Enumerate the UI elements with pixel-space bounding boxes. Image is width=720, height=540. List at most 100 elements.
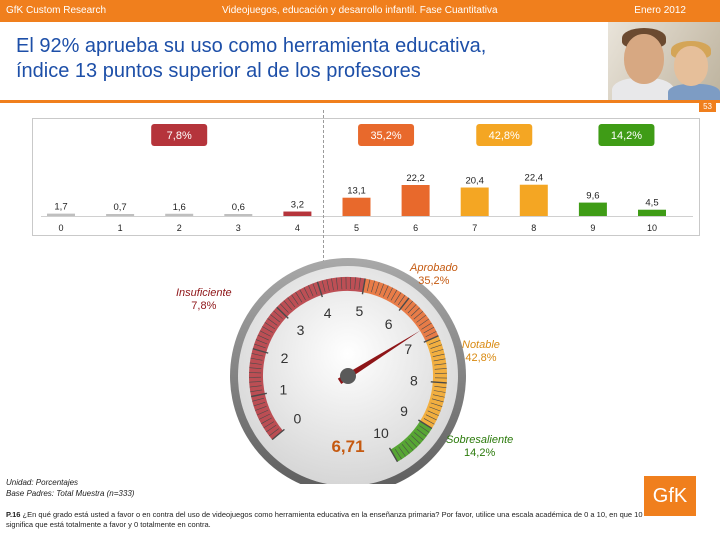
gauge-minor-tick — [379, 283, 385, 295]
unit-text: Unidad: Porcentajes — [6, 478, 79, 487]
bar-9 — [578, 202, 607, 216]
gauge-minor-tick — [256, 409, 269, 416]
gauge-minor-tick — [291, 294, 299, 305]
gauge-minor-tick — [261, 417, 272, 424]
gauge-minor-tick — [398, 446, 406, 457]
bar-chart: 1,7 0 0,7 1 1,6 2 0,6 3 3,2 4 13,1 5 22,2 6 20,4 7 22,4 8… — [41, 124, 693, 233]
bar-value-label: 9,6 — [586, 191, 599, 202]
gauge-minor-tick — [419, 425, 430, 433]
gauge-number: 1 — [280, 382, 288, 398]
insuficiente-pct: 7,8% — [191, 300, 217, 312]
footnote-unit: Unidad: Porcentajes Base Padres: Total M… — [6, 477, 134, 499]
gauge-minor-tick — [255, 406, 267, 411]
parent-child-photo — [608, 22, 720, 100]
header-bar: GfK Custom Research Videojuegos, educaci… — [0, 0, 720, 22]
group-box-insuficiente — [151, 124, 208, 146]
gauge-minor-tick — [308, 285, 314, 297]
bar-10 — [638, 209, 666, 216]
gauge-minor-tick — [326, 279, 330, 292]
gauge-minor-tick — [303, 287, 310, 299]
gauge-minor-tick — [407, 304, 417, 314]
gauge-minor-tick — [295, 291, 303, 303]
gauge-minor-tick — [425, 331, 437, 338]
group-box-notable — [476, 124, 533, 146]
gauge-minor-tick — [405, 441, 414, 451]
bar-5 — [342, 197, 371, 216]
bar-value-label: 22,4 — [525, 173, 544, 184]
gauge-major-tick — [252, 348, 269, 354]
gauge-minor-tick — [321, 280, 326, 293]
page-title: El 92% aprueba su uso como herramienta e… — [16, 34, 596, 84]
sobresaliente-name: Sobresaliente — [446, 434, 514, 446]
gauge-minor-tick — [299, 289, 306, 301]
gauge-minor-tick — [280, 303, 289, 313]
question-text: ¿En qué grado está usted a favor o en co… — [6, 510, 643, 529]
bar-value-label: 0,7 — [113, 202, 126, 213]
gauge-major-tick — [423, 335, 439, 343]
aprobado-pct: 35,2% — [418, 275, 450, 287]
gauge-major-tick — [271, 428, 285, 441]
gauge-minor-tick — [264, 322, 276, 330]
gauge-minor-tick — [425, 414, 437, 421]
bar-0 — [47, 213, 75, 216]
gauge-minor-tick — [354, 277, 356, 290]
gauge-minor-tick — [430, 402, 443, 407]
gauge-minor-tick — [431, 398, 444, 403]
header-date: Enero 2012 — [634, 5, 686, 16]
gauge-minor-tick — [371, 280, 375, 293]
bar-value-label: 13,1 — [347, 186, 366, 197]
gauge-value: 6,71 — [331, 437, 364, 456]
bar-value-label: 0,6 — [232, 202, 245, 213]
bar-8 — [519, 184, 548, 216]
gauge-minor-tick — [433, 358, 446, 362]
gauge-minor-tick — [394, 448, 402, 460]
gauge-number: 8 — [410, 373, 418, 389]
gauge-minor-tick — [418, 318, 430, 327]
gauge-major-tick — [388, 447, 399, 463]
gauge-minor-tick — [259, 330, 271, 337]
category-tick-label: 0 — [58, 223, 63, 233]
notable-pct: 42,8% — [465, 352, 497, 364]
gauge-number: 6 — [385, 316, 393, 332]
gauge-minor-tick — [386, 287, 393, 299]
gauge-minor-tick — [401, 443, 410, 454]
gauge-minor-tick — [262, 326, 273, 333]
gauge-minor-tick — [287, 297, 296, 308]
gauge-minor-tick — [431, 349, 444, 353]
gauge-number: 3 — [297, 322, 305, 338]
gauge-major-tick — [276, 306, 289, 319]
category-tick-label: 10 — [647, 223, 657, 233]
gauge-minor-tick — [430, 344, 443, 349]
gauge-minor-tick — [423, 326, 435, 334]
gauge-minor-tick — [375, 281, 380, 294]
gauge-minor-tick — [312, 283, 318, 295]
gauge-minor-tick — [255, 339, 268, 345]
gauge-minor-tick — [429, 406, 441, 412]
gauge-minor-tick — [254, 343, 266, 349]
gauge-minor-tick — [249, 385, 262, 388]
gauge-minor-tick — [358, 277, 361, 290]
gauge-minor-tick — [258, 413, 270, 420]
gauge-number: 0 — [294, 410, 302, 426]
gauge-minor-tick — [266, 424, 277, 433]
title-divider — [0, 100, 720, 103]
insuficiente-name: Insuficiente — [176, 287, 232, 299]
gauge-minor-tick — [273, 310, 283, 319]
title-line-2: índice 13 puntos superior al de los prof… — [16, 60, 421, 82]
gauge-minor-tick — [432, 353, 445, 358]
gauge-minor-tick — [423, 418, 435, 425]
bar-6 — [401, 185, 430, 216]
gauge-minor-tick — [253, 402, 266, 407]
bar-chart-frame: 1,7 0 0,7 1 1,6 2 0,6 3 3,2 4 13,1 5 22,2 6 20,4 7 22,4 8… — [32, 118, 700, 236]
gauge-minor-tick — [268, 428, 279, 437]
gauge-minor-tick — [252, 397, 264, 402]
category-tick-label: 7 — [472, 223, 477, 233]
gauge-number: 4 — [324, 305, 332, 321]
category-tick-label: 8 — [531, 223, 536, 233]
gfk-logo: GfK — [644, 476, 696, 516]
gauge-minor-tick — [410, 307, 420, 317]
gauge-minor-tick — [249, 367, 262, 370]
gauge-minor-tick — [335, 277, 338, 290]
gauge-minor-tick — [340, 277, 343, 290]
